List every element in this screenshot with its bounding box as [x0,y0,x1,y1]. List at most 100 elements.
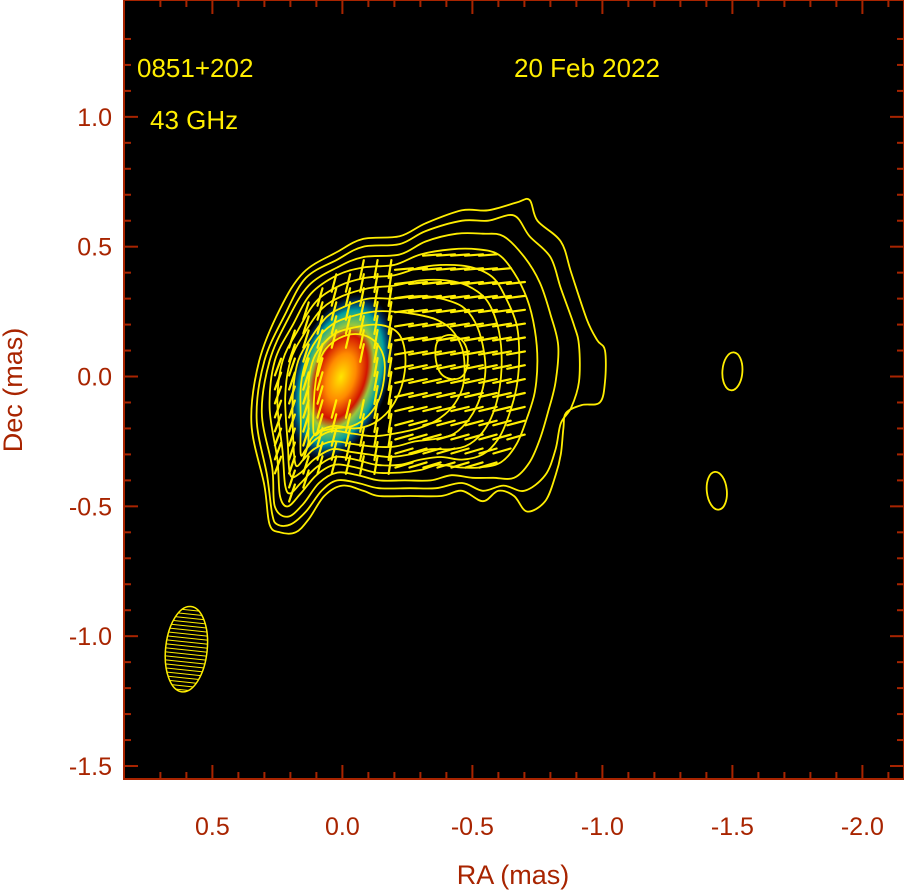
evpa-vector [316,455,324,475]
y-tick-labels: 1.0 0.5 0.0 -0.5 -1.0 -1.5 [69,104,112,781]
evpa-vector [464,447,484,455]
evpa-vector [302,413,310,433]
evpa-vector [492,447,512,455]
evpa-vector [464,405,484,413]
evpa-vector [394,308,414,314]
evpa-vector [288,455,296,475]
evpa-vector [316,385,324,405]
contour-9 [307,323,407,447]
evpa-vector [449,267,471,271]
evpa-vector [478,364,498,370]
evpa-vector [506,433,526,441]
evpa-vector [373,315,379,335]
evpa-vector [492,378,512,384]
contour-3 [260,232,560,518]
plot-frame [123,0,904,780]
evpa-vector [422,461,442,469]
evpa-vector [316,413,324,433]
evpa-vector [450,447,470,455]
y-tick-label: 0.5 [77,234,112,262]
evpa-vector [450,350,470,356]
evpa-vector [478,280,498,286]
evpa-vector [478,405,498,413]
evpa-vector [478,322,498,328]
evpa-vector [394,378,414,384]
evpa-vector [359,343,365,363]
evpa-vector [394,447,414,455]
evpa-vector [273,385,283,405]
evpa-vector [506,419,526,427]
evpa-vector [316,399,324,419]
evpa-vector [436,322,456,328]
evpa-vector [373,287,379,307]
source-label: 0851+202 [137,53,253,83]
evpa-vector [422,419,442,427]
evpa-vector [330,399,338,419]
evpa-vector [422,405,442,413]
evpa-vector [359,455,365,475]
evpa-vector [422,280,442,286]
evpa-vector [450,378,470,384]
evpa-vector [316,427,324,447]
evpa-vector [478,294,498,300]
evpa-vector [422,433,442,441]
evpa-vector [316,315,324,335]
evpa-vector [387,315,393,335]
evpa-vector [359,259,365,279]
evpa-vector [436,447,456,455]
evpa-vector [477,267,499,271]
evpa-vector [436,308,456,314]
evpa-vector [492,322,512,328]
evpa-vector [506,405,526,413]
evpa-vector [506,322,527,328]
evpa-vector [422,336,442,342]
evpa-vector [387,399,393,419]
evpa-vector [436,280,456,286]
contour-7 [291,295,487,468]
evpa-vector [464,378,484,384]
x-tick-label: 0.5 [195,813,230,841]
evpa-vector [344,441,352,461]
evpa-vector [394,280,414,286]
evpa-vector [316,301,324,321]
evpa-vector [408,378,428,384]
evpa-vector [408,322,428,328]
evpa-vector [464,433,484,441]
evpa-vector [408,405,428,413]
evpa-vector [273,455,283,475]
evpa-vector [450,308,470,314]
x-tick-label: -1.0 [581,813,624,841]
evpa-vector [408,461,428,469]
evpa-vector [506,336,527,342]
evpa-vector [330,301,338,321]
evpa-vector [273,441,283,461]
x-tick-label: -1.5 [711,813,754,841]
contour-6 [284,278,503,479]
evpa-vector [492,280,512,286]
evpa-vector [373,371,379,391]
date-label: 20 Feb 2022 [514,53,660,83]
evpa-vector [288,483,296,503]
evpa-vector [506,280,527,286]
evpa-vector [302,399,310,419]
evpa-vector [344,287,352,307]
evpa-vector [506,294,527,300]
evpa-vector [302,329,310,349]
evpa-vector [373,259,379,279]
evpa-vector [302,441,310,461]
evpa-vector [408,433,428,441]
evpa-vector [344,455,352,475]
evpa-vector [491,267,513,271]
x-axis-title: RA (mas) [457,860,570,890]
evpa-vector [316,329,324,349]
evpa-vector [478,461,498,469]
evpa-vector [288,343,296,363]
evpa-vector [387,441,393,461]
evpa-vector [316,343,324,363]
evpa-vector [408,336,428,342]
evpa-vector [450,294,470,300]
evpa-vector [316,371,324,391]
evpa-vector [316,287,324,307]
evpa-vector [436,336,456,342]
evpa-vector [288,399,296,419]
